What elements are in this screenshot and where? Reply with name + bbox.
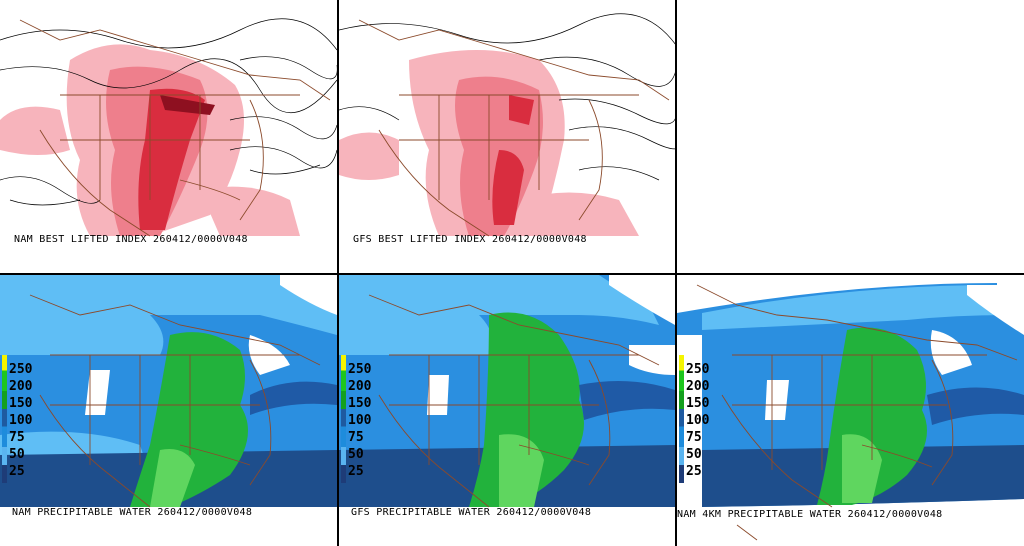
nam-pw-legend-tick: 75 <box>9 430 25 445</box>
nam-lifted-index-map <box>0 0 337 237</box>
gfs-pw-legend-tick: 150 <box>348 396 372 411</box>
nam4km-pw-caption: NAM 4KM PRECIPITABLE WATER 260412/0000V0… <box>677 509 943 520</box>
gfs-lifted-index-map <box>339 0 676 237</box>
horizontal-divider <box>0 273 1024 275</box>
gfs-pw-legend-tick: 25 <box>348 464 364 479</box>
gfs-precipitable-water-panel: 250 200 150 100 75 50 25 GFS PRECIPITABL… <box>339 275 675 546</box>
gfs-pw-legend-tick: 250 <box>348 362 372 377</box>
nam4km-pw-legend-tick: 100 <box>686 413 710 428</box>
nam4km-precipitable-water-map <box>677 275 1024 546</box>
nam4km-pw-legend-tick: 75 <box>686 430 702 445</box>
gfs-pw-caption: GFS PRECIPITABLE WATER 260412/0000V048 <box>351 507 592 518</box>
gfs-lifted-index-panel: GFS BEST LIFTED INDEX 260412/0000V048 <box>339 0 676 273</box>
nam-pw-legend-tick: 100 <box>9 413 33 428</box>
gfs-pw-legend-tick: 75 <box>348 430 364 445</box>
nam-precipitable-water-map <box>0 275 337 508</box>
nam4km-pw-legend-colorbar <box>679 355 684 483</box>
nam4km-pw-legend: 250 200 150 100 75 50 25 <box>679 355 719 483</box>
nam4km-pw-legend-tick: 25 <box>686 464 702 479</box>
nam-pw-legend-tick: 25 <box>9 464 25 479</box>
gfs-pw-legend-tick: 100 <box>348 413 372 428</box>
nam-lifted-index-panel: NAM BEST LIFTED INDEX 260412/0000V048 <box>0 0 337 273</box>
nam4km-pw-legend-tick: 50 <box>686 447 702 462</box>
nam-pw-legend-tick: 250 <box>9 362 33 377</box>
gfs-pw-legend: 250 200 150 100 75 50 25 <box>341 355 381 483</box>
nam4km-precipitable-water-panel: 250 200 150 100 75 50 25 NAM 4KM PRECIPI… <box>677 275 1024 546</box>
nam-pw-legend-tick: 150 <box>9 396 33 411</box>
nam-pw-legend-tick: 50 <box>9 447 25 462</box>
gfs-lifted-index-caption: GFS BEST LIFTED INDEX 260412/0000V048 <box>353 234 587 245</box>
nam-pw-caption: NAM PRECIPITABLE WATER 260412/0000V048 <box>12 507 253 518</box>
nam-precipitable-water-panel: 250 200 150 100 75 50 25 NAM PRECIPITABL… <box>0 275 337 546</box>
nam4km-pw-legend-tick: 200 <box>686 379 710 394</box>
nam-lifted-index-caption: NAM BEST LIFTED INDEX 260412/0000V048 <box>14 234 248 245</box>
gfs-precipitable-water-map <box>339 275 675 508</box>
nam-pw-legend-colorbar <box>2 355 7 483</box>
gfs-pw-legend-tick: 200 <box>348 379 372 394</box>
nam4km-pw-legend-tick: 150 <box>686 396 710 411</box>
gfs-pw-legend-colorbar <box>341 355 346 483</box>
nam-pw-legend: 250 200 150 100 75 50 25 <box>2 355 42 483</box>
nam-pw-legend-tick: 200 <box>9 379 33 394</box>
gfs-pw-legend-tick: 50 <box>348 447 364 462</box>
nam4km-pw-legend-tick: 250 <box>686 362 710 377</box>
